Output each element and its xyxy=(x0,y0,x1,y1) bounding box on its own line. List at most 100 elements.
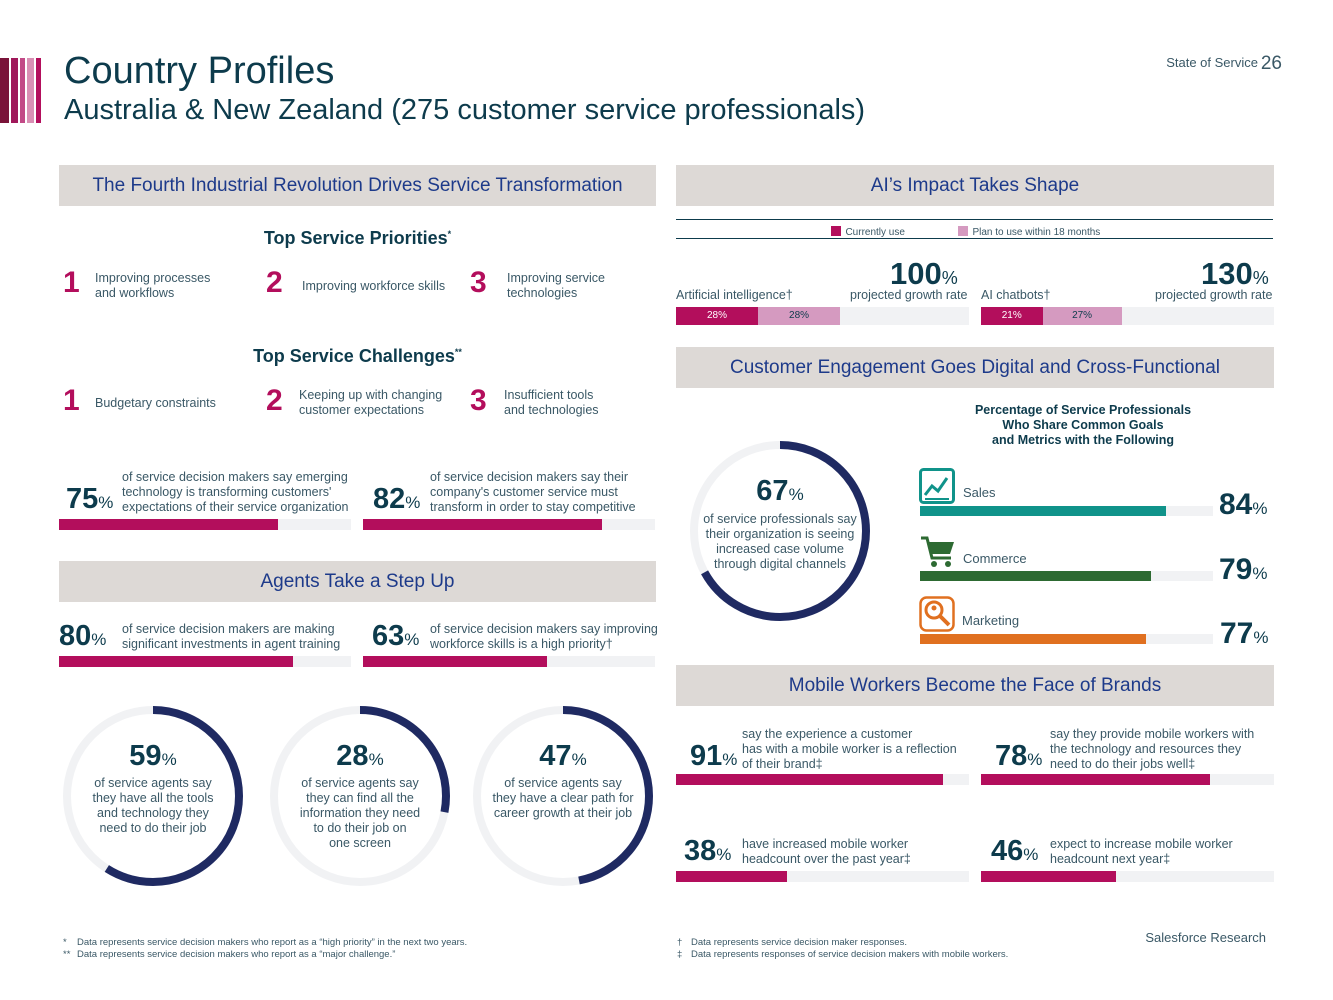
mobile-78-line-2: the technology and resources they xyxy=(1050,742,1242,756)
mobile-91-bar-track xyxy=(676,774,969,785)
donut-28-text: of service agents say they can find all … xyxy=(269,776,451,851)
ai-item-1-growth: 100% xyxy=(890,256,958,291)
ai-item-2-label: AI chatbots† xyxy=(981,288,1051,302)
challenges-title-text: Top Service Challenges xyxy=(253,346,455,366)
footnote-left-1: * Data represents service decision makers… xyxy=(63,937,467,949)
page-number: 26 xyxy=(1260,53,1282,74)
stat-80-line-1: of service decision makers are making xyxy=(122,622,335,636)
engagement-sales-label: Sales xyxy=(963,485,996,500)
engagement-sales-track xyxy=(920,506,1213,516)
stat-82-value: 82 xyxy=(373,483,406,515)
legend-rule-top xyxy=(676,219,1273,220)
donut-47-line-2: they have a clear path for xyxy=(492,791,634,805)
engagement-title-line-3: and Metrics with the Following xyxy=(992,433,1174,447)
engagement-commerce-bar xyxy=(920,571,1152,581)
brand-footer: Salesforce Research xyxy=(1145,930,1266,945)
stat-80-text: of service decision makers are making si… xyxy=(122,622,340,652)
engagement-marketing-bar xyxy=(920,634,1146,644)
engagement-marketing-number: 77% xyxy=(1220,617,1269,650)
challenge-rank-2: 2 xyxy=(266,384,283,417)
ai-item-2-growth-value: 130 xyxy=(1201,256,1253,291)
mobile-91-number: 91% xyxy=(690,740,738,772)
ai-item-1-growth-value: 100 xyxy=(890,256,942,291)
footnote-left-2: ** Data represents service decision maker… xyxy=(63,949,467,961)
challenge-rank-3: 3 xyxy=(470,384,487,417)
priority-text-2: Improving workforce skills xyxy=(302,279,445,294)
ai-item-1-bar-track: 28% 28% xyxy=(676,307,969,325)
legend-plan-label: Plan to use within 18 months xyxy=(972,227,1101,238)
stat-82-bar-track xyxy=(363,519,655,530)
legend-plan: Plan to use within 18 months xyxy=(958,222,1100,240)
ai-item-2-current-label: 21% xyxy=(1001,310,1022,321)
stripe-3 xyxy=(20,58,25,123)
mobile-46-bar xyxy=(981,871,1116,882)
stat-80-number: 80% xyxy=(59,620,107,652)
engagement-sales-value: 84 xyxy=(1219,488,1253,521)
footnote-right-1-text: Data represents service decision maker r… xyxy=(691,937,907,948)
ai-item-2-plan-bar: 27% xyxy=(1042,307,1122,325)
donut-67 xyxy=(690,441,870,621)
donut-47-value: 47 xyxy=(539,740,572,772)
donut-59 xyxy=(63,706,243,886)
stripe-4 xyxy=(27,58,34,123)
donut-67-value: 67 xyxy=(756,475,789,507)
mobile-46-line-1: expect to increase mobile worker xyxy=(1050,837,1233,851)
priority-2-line-1: Improving workforce skills xyxy=(302,279,446,293)
donut-59-number: 59% xyxy=(129,740,177,772)
mobile-78-number: 78% xyxy=(995,740,1043,772)
donut-47-text: of service agents say they have a clear … xyxy=(472,776,654,821)
priorities-footnote-mark: * xyxy=(447,229,452,239)
stat-63-line-1: of service decision makers say improving xyxy=(430,622,658,636)
stat-75-line-2: technology is transforming customers' xyxy=(122,485,332,499)
stat-75-bar xyxy=(59,519,278,530)
donut-67-text: of service professionals say their organ… xyxy=(689,512,871,572)
stat-75-number: 75% xyxy=(66,483,114,515)
engagement-sales-bar xyxy=(920,506,1167,516)
footnote-left-1-mark: * xyxy=(63,937,67,948)
donut-59-line-4: need to do their job xyxy=(99,821,207,835)
challenge-2-line-2: customer expectations xyxy=(299,403,425,417)
legend-current-swatch xyxy=(831,225,841,236)
footnote-right-2-mark: ‡ xyxy=(677,949,683,960)
footnote-right-1: † Data represents service decision maker … xyxy=(677,937,1008,949)
stat-80-bar xyxy=(59,656,293,667)
priority-3-line-2: technologies xyxy=(507,286,578,300)
challenge-3-line-2: and technologies xyxy=(504,403,599,417)
priority-rank-2: 2 xyxy=(266,266,283,299)
engagement-sales-number: 84% xyxy=(1219,488,1268,521)
legend-current-label: Currently use xyxy=(845,227,905,238)
page-title: Country Profiles xyxy=(64,50,335,92)
stat-63-text: of service decision makers say improving… xyxy=(430,622,658,652)
mobile-38-text: have increased mobile worker headcount o… xyxy=(742,837,911,867)
mobile-78-bar-track xyxy=(981,774,1274,785)
section-mobile-heading: Mobile Workers Become the Face of Brands xyxy=(676,665,1274,706)
stat-75-line-1: of service decision makers say emerging xyxy=(122,470,348,484)
footnote-left-1-text: Data represents service decision makers … xyxy=(77,937,468,948)
stripe-5 xyxy=(36,58,41,123)
page-subtitle: Australia & New Zealand (275 customer se… xyxy=(64,94,866,126)
stat-63-value: 63 xyxy=(372,620,405,652)
stat-80-bar-track xyxy=(59,656,351,667)
mobile-38-line-1: have increased mobile worker xyxy=(742,837,909,851)
stat-63-bar xyxy=(363,656,547,667)
stat-82-line-2: company's customer service must xyxy=(430,485,618,499)
section-fourth-ir-heading: The Fourth Industrial Revolution Drives … xyxy=(59,165,656,206)
engagement-commerce-label: Commerce xyxy=(963,551,1027,566)
stat-75-line-3: expectations of their service organizati… xyxy=(122,500,349,514)
mobile-78-text: say they provide mobile workers with the… xyxy=(1050,727,1254,772)
legend-rule-bottom xyxy=(676,238,1273,239)
ai-item-2-plan-label: 27% xyxy=(1072,310,1093,321)
ai-item-2-growth-label: projected growth rate xyxy=(1155,288,1273,302)
challenges-footnote-mark: ** xyxy=(454,347,462,357)
stripe-1 xyxy=(0,58,9,123)
ai-item-1-plan-label: 28% xyxy=(789,310,810,321)
mobile-38-bar xyxy=(676,871,788,882)
donut-59-arc xyxy=(63,706,243,886)
magnifier-icon xyxy=(919,596,955,632)
donut-47-number: 47% xyxy=(539,740,587,772)
priority-rank-3: 3 xyxy=(470,266,487,299)
footnote-right-1-mark: † xyxy=(677,937,683,948)
challenge-2-line-1: Keeping up with changing xyxy=(299,388,443,402)
footnotes-left: * Data represents service decision makers… xyxy=(63,937,467,961)
ai-item-1-current-bar: 28% xyxy=(676,307,759,325)
